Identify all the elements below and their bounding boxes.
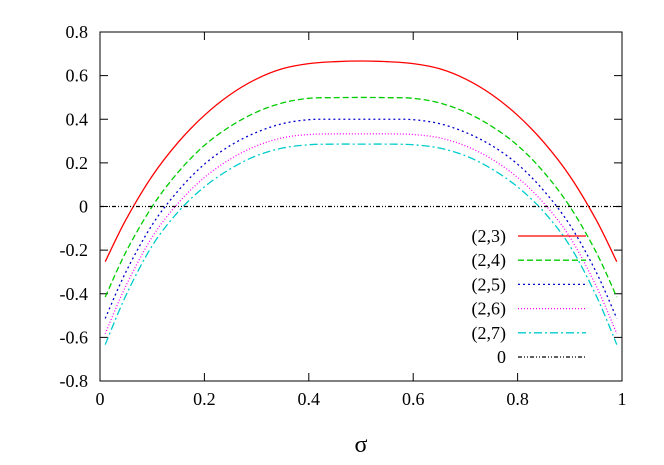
y-tick-label: -0.8 (60, 371, 89, 391)
x-tick-label: 0.4 (298, 389, 321, 409)
legend-label: (2,4) (472, 250, 507, 271)
x-tick-label: 0.2 (193, 389, 216, 409)
x-tick-label: 0 (96, 389, 105, 409)
y-tick-label: 0.8 (66, 22, 89, 42)
y-tick-label: -0.4 (60, 284, 89, 304)
legend-label: (2,6) (472, 299, 507, 320)
legend: (2,3) (2,4) (2,5) (2,6) (2,7) 0 (472, 226, 586, 367)
y-tick-label: 0.6 (66, 66, 89, 86)
series-line-1 (104, 96, 618, 298)
y-tick-label: -0.2 (60, 240, 89, 260)
legend-label: (2,5) (472, 274, 507, 295)
y-tick-label: -0.6 (60, 327, 89, 347)
series-line-3 (104, 133, 618, 334)
legend-label: 0 (497, 347, 506, 367)
legend-label: (2,7) (472, 323, 507, 344)
y-tick-label: 0 (79, 197, 88, 217)
x-tick-label: 1 (618, 389, 627, 409)
tick-labels: 0 0.2 0.4 0.6 0.8 1 0.8 0.6 0.4 0.2 0 -0.2 -0.4 -0.6 -… (60, 22, 627, 409)
plot-frame (99, 31, 623, 382)
series-line-4 (104, 143, 618, 345)
series-line-0 (104, 60, 618, 262)
x-axis-label: σ (355, 432, 368, 458)
legend-label: (2,3) (472, 226, 507, 247)
x-tick-label: 0.8 (506, 389, 529, 409)
y-tick-label: 0.2 (66, 153, 89, 173)
y-tick-label: 0.4 (66, 109, 89, 129)
series-curves (100, 60, 622, 345)
x-tick-label: 0.6 (402, 389, 425, 409)
series-line-2 (104, 118, 618, 319)
